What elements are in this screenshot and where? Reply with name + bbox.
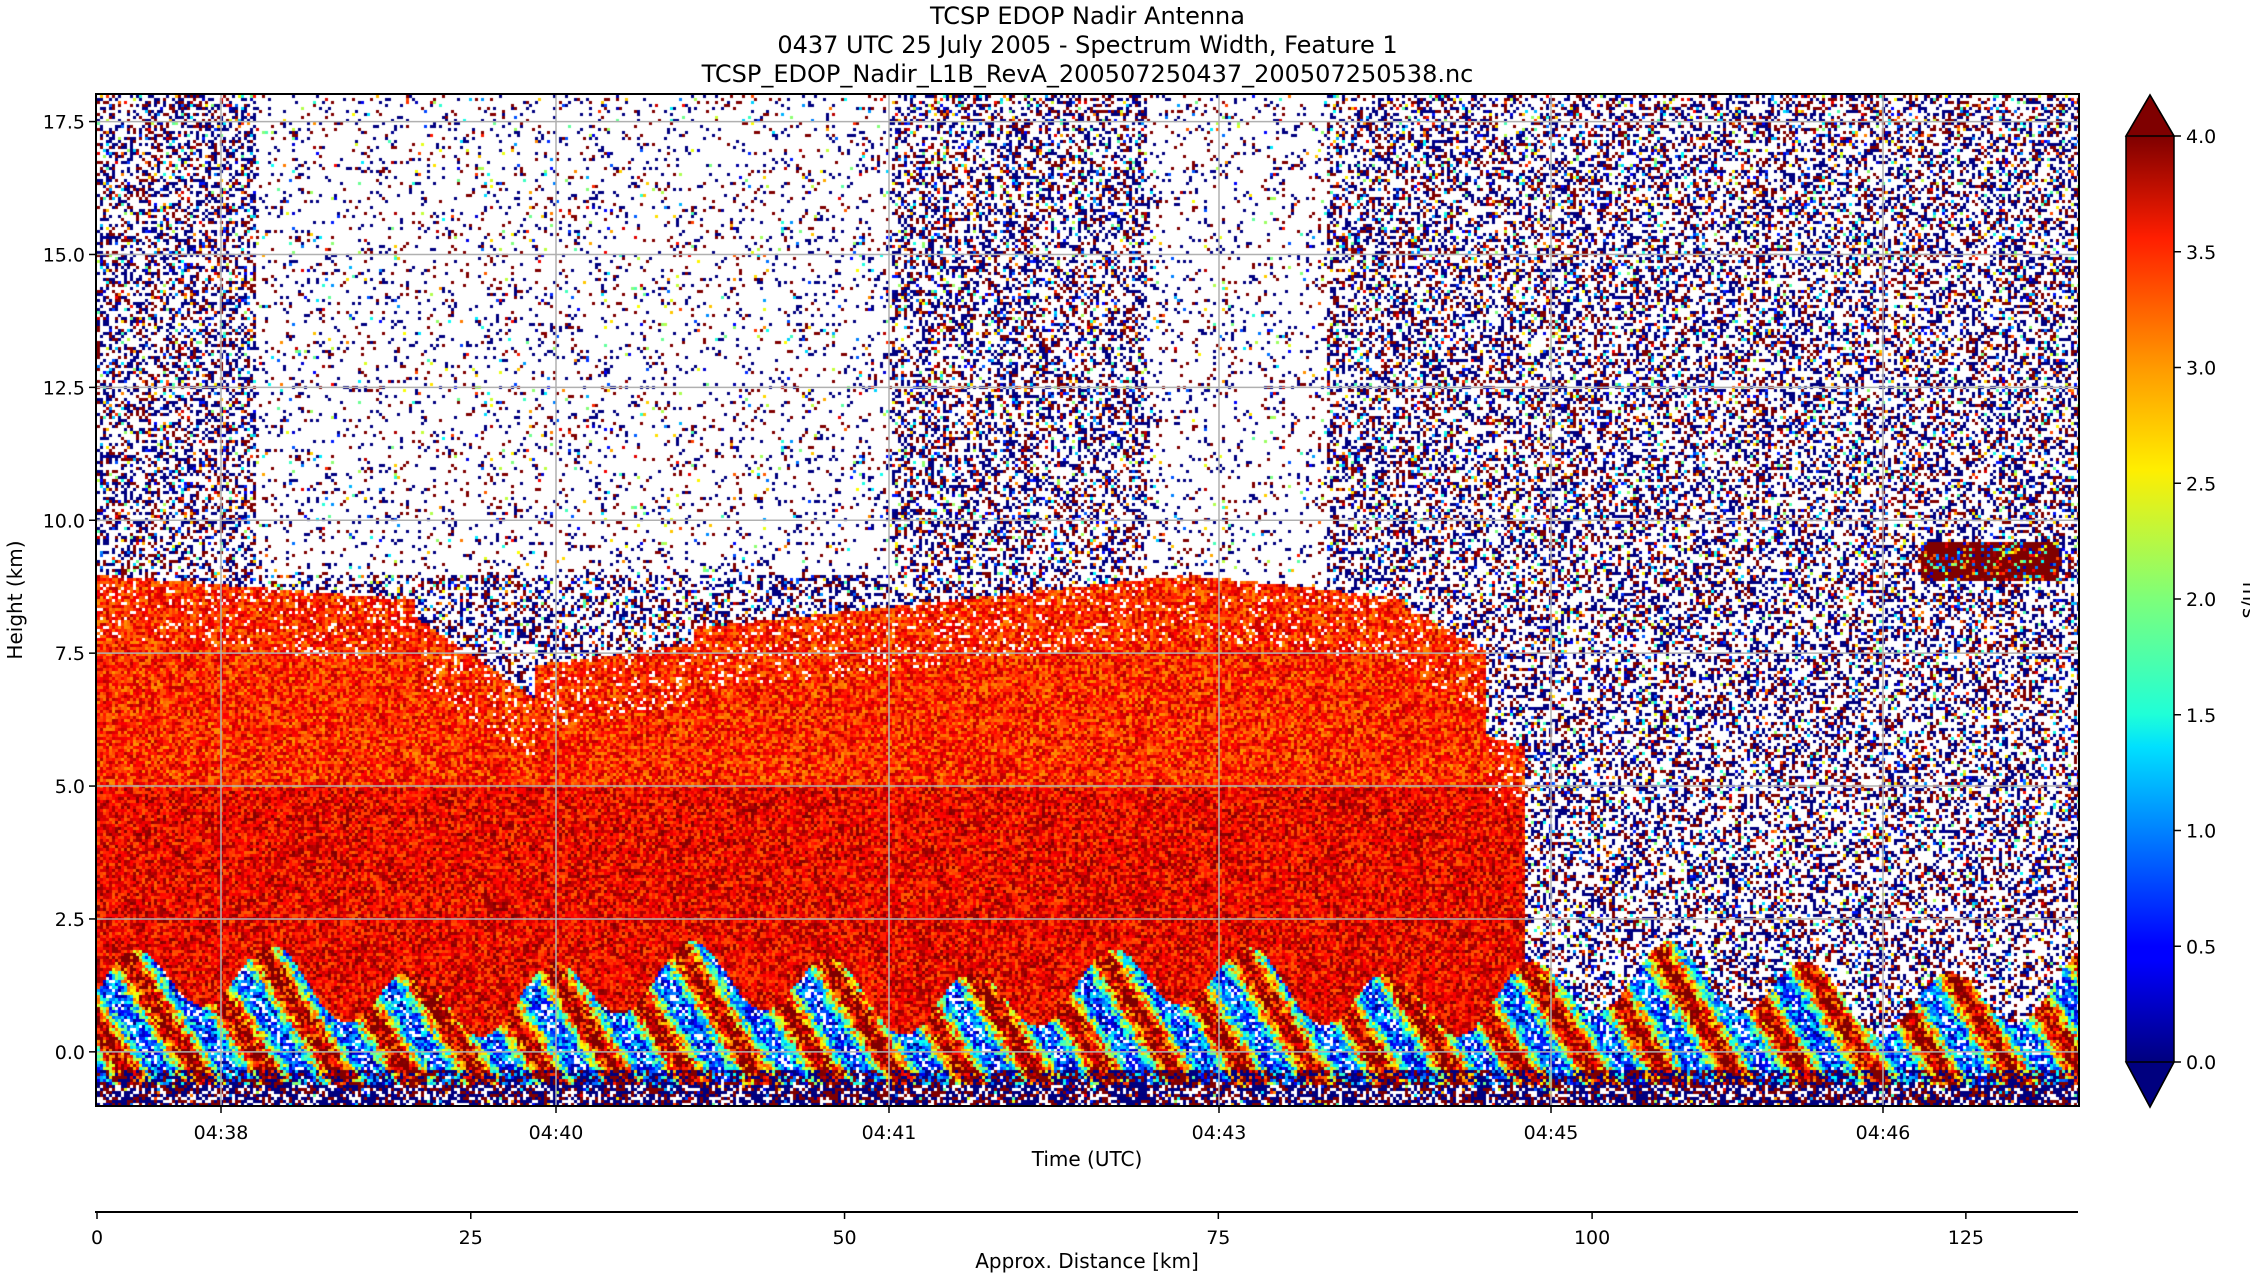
title-line-2: 0437 UTC 25 July 2005 - Spectrum Width, … bbox=[777, 31, 1398, 59]
colorbar-tick-label: 4.0 bbox=[2186, 126, 2216, 148]
x-tick-label: 04:46 bbox=[1856, 1122, 1911, 1144]
colorbar-tick-label: 0.0 bbox=[2186, 1052, 2216, 1074]
distance-tick-label: 25 bbox=[459, 1227, 483, 1249]
x-tick-label: 04:43 bbox=[1192, 1122, 1247, 1144]
y-tick-label: 17.5 bbox=[43, 112, 85, 134]
title-line-1: TCSP EDOP Nadir Antenna bbox=[930, 2, 1245, 30]
x-axis-time: 04:38 04:40 04:41 04:43 04:45 04:46 bbox=[194, 1107, 1911, 1144]
distance-tick-label: 125 bbox=[1948, 1227, 1984, 1249]
x-axis-label: Time (UTC) bbox=[1031, 1147, 1143, 1171]
colorbar-ticks: 0.0 0.5 1.0 1.5 2.0 2.5 3.0 3.5 4.0 bbox=[2174, 126, 2216, 1074]
x-tick-label: 04:40 bbox=[529, 1122, 584, 1144]
distance-tick-label: 75 bbox=[1206, 1227, 1230, 1249]
colorbar-tick-label: 2.0 bbox=[2186, 589, 2216, 611]
colorbar-gradient bbox=[2126, 136, 2174, 1062]
y-tick-label: 2.5 bbox=[55, 909, 85, 931]
y-tick-label: 5.0 bbox=[55, 776, 85, 798]
colorbar-tick-label: 1.5 bbox=[2186, 705, 2216, 727]
colorbar-label: m/s bbox=[2238, 582, 2250, 619]
y-axis-label: Height (km) bbox=[3, 540, 27, 659]
x-tick-label: 04:38 bbox=[194, 1122, 249, 1144]
spectrum-width-heatmap bbox=[97, 95, 2078, 1105]
colorbar-extend-min bbox=[2124, 1061, 2176, 1109]
plot-area bbox=[95, 93, 2080, 1107]
title-line-3: TCSP_EDOP_Nadir_L1B_RevA_200507250437_20… bbox=[701, 60, 1474, 88]
y-axis: 0.0 2.5 5.0 7.5 10.0 12.5 15.0 17.5 bbox=[43, 112, 95, 1064]
colorbar-tick-label: 3.5 bbox=[2186, 242, 2216, 264]
distance-tick-label: 0 bbox=[91, 1227, 103, 1249]
x-axis-distance: 0 25 50 75 100 125 bbox=[91, 1211, 2078, 1249]
colorbar-tick-label: 1.0 bbox=[2186, 821, 2216, 843]
x-tick-label: 04:45 bbox=[1524, 1122, 1579, 1144]
y-tick-label: 7.5 bbox=[55, 643, 85, 665]
x-tick-label: 04:41 bbox=[862, 1122, 917, 1144]
colorbar-extend-max bbox=[2124, 93, 2176, 137]
y-tick-label: 15.0 bbox=[43, 244, 85, 266]
grid-lines bbox=[97, 95, 2078, 1105]
y-tick-label: 10.0 bbox=[43, 510, 85, 532]
colorbar-tick-label: 3.0 bbox=[2186, 358, 2216, 380]
y-tick-label: 0.0 bbox=[55, 1042, 85, 1064]
distance-axis-label: Approx. Distance [km] bbox=[975, 1249, 1199, 1273]
colorbar-tick-label: 2.5 bbox=[2186, 473, 2216, 495]
y-tick-label: 12.5 bbox=[43, 377, 85, 399]
distance-tick-label: 50 bbox=[832, 1227, 856, 1249]
distance-tick-label: 100 bbox=[1574, 1227, 1610, 1249]
colorbar-tick-label: 0.5 bbox=[2186, 936, 2216, 958]
